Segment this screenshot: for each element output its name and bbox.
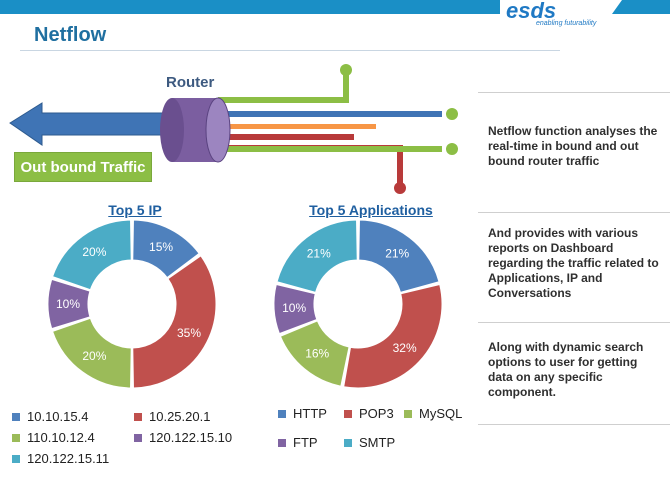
legend-ip-1: 10.10.15.4 [12, 409, 88, 424]
legend-swatch [134, 412, 142, 421]
donut-slice-label-4: 10% [56, 297, 80, 311]
donut-slice-label-1: 15% [149, 240, 173, 254]
side-divider [478, 424, 670, 425]
legend-swatch [278, 438, 286, 447]
legend-label: 10.25.20.1 [149, 409, 211, 424]
legend-swatch [12, 412, 20, 421]
page-title: Netflow [34, 24, 107, 46]
donut-slice-4 [47, 278, 91, 330]
donut-slice-1 [132, 219, 200, 279]
green-line [218, 146, 442, 152]
green-node-top [340, 64, 352, 76]
router-label: Router [166, 74, 215, 91]
legend-swatch [344, 409, 352, 418]
legend-label: POP3 [359, 406, 394, 421]
legend-label: 10.10.15.4 [27, 409, 89, 424]
legend-ip-2: 10.25.20.1 [134, 409, 210, 424]
legend-swatch [134, 433, 142, 442]
legend-app-1: HTTP [278, 406, 327, 421]
legend-app-5: SMTP [344, 435, 395, 450]
legend-label: HTTP [293, 406, 327, 421]
red-line-bottom [218, 145, 403, 188]
legend-app-3: MySQL [404, 406, 462, 421]
legend-ip-5: 120.122.15.11 [12, 451, 109, 466]
donut-slice-5 [51, 219, 132, 291]
side-note-3: Along with dynamic search options to use… [488, 340, 644, 399]
legend-label: FTP [293, 435, 318, 450]
side-note-1: Netflow function analyses the real-time … [488, 124, 658, 168]
legend-ip-3: 110.10.12.4 [12, 430, 95, 445]
legend-swatch [12, 433, 20, 442]
chart-title-top-applications: Top 5 Applications [309, 202, 433, 218]
legend-swatch [404, 409, 412, 418]
donut-slice-label-2: 35% [177, 326, 201, 340]
red-line [218, 134, 354, 140]
header-banner [0, 0, 670, 18]
donut-slice-label-5: 21% [307, 246, 331, 260]
donut-slice-1 [358, 219, 440, 293]
legend-app-2: POP3 [344, 406, 394, 421]
legend-label: MySQL [419, 406, 463, 421]
chart-title-top-ip: Top 5 IP [108, 202, 162, 218]
legend-swatch [344, 438, 352, 447]
inbound-green-line-top [218, 70, 349, 103]
traffic-diagram [9, 64, 458, 194]
donut-slice-label-5: 20% [82, 245, 106, 259]
title-divider [20, 50, 560, 51]
donut-slice-label-3: 20% [82, 349, 106, 363]
legend-swatch [278, 409, 286, 418]
outbound-arrow [9, 102, 171, 146]
side-divider [478, 322, 670, 323]
donut-slice-3 [279, 320, 350, 387]
green-node-right-1 [446, 108, 458, 120]
green-node-right-2 [446, 143, 458, 155]
outbound-traffic-label: Out bound Traffic [14, 152, 152, 182]
side-divider [478, 212, 670, 213]
donut-slice-label-4: 10% [282, 301, 306, 315]
donut-chart-top-applications: 21% 32% 16% 10% 21% [273, 219, 443, 389]
blue-line [218, 111, 442, 117]
donut-slice-3 [51, 317, 132, 389]
logo-tagline: enabling futurability [536, 20, 597, 27]
donut-slice-5 [276, 219, 358, 293]
donut-slice-4 [273, 283, 318, 335]
legend-label: SMTP [359, 435, 396, 450]
legend-swatch [12, 454, 20, 463]
orange-line [218, 124, 376, 129]
side-divider [478, 92, 670, 93]
red-node-bottom [394, 182, 406, 194]
donut-slice-label-2: 32% [393, 341, 417, 355]
donut-slice-2 [132, 255, 217, 389]
legend-label: 120.122.15.10 [149, 430, 233, 445]
donut-slice-label-1: 21% [385, 246, 409, 260]
donut-chart-top-ip: 15% 35% 20% 10% 20% [47, 219, 217, 389]
legend-app-4: FTP [278, 435, 318, 450]
router-cylinder [160, 97, 231, 163]
legend-label: 110.10.12.4 [27, 430, 95, 445]
legend-label: 120.122.15.11 [27, 451, 110, 466]
donut-slice-label-3: 16% [305, 346, 329, 360]
donut-slice-2 [343, 283, 443, 389]
side-note-2: And provides with various reports on Das… [488, 226, 659, 300]
esds-logo: esds [506, 0, 557, 23]
legend-ip-4: 120.122.15.10 [134, 430, 232, 445]
